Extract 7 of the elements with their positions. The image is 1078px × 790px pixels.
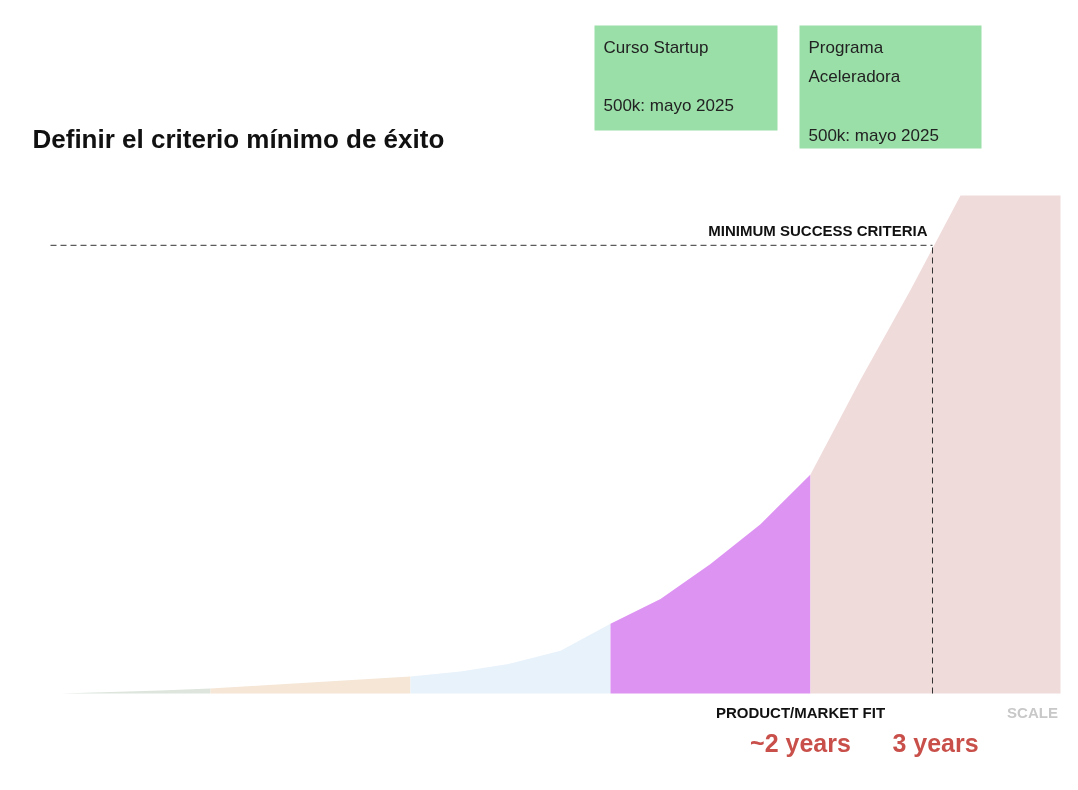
chart-title: Definir el criterio mínimo de éxito: [32, 123, 445, 154]
text: Programa Aceleradora 500k: mayo 2025: [808, 37, 939, 145]
text: 3 years: [892, 728, 979, 757]
text: PRODUCT/MARKET FIT: [715, 704, 886, 721]
text: ~2 years: [750, 728, 851, 757]
text: Curso Startup 500k: mayo 2025: [603, 37, 734, 116]
ref-line-label: MINIMUM SUCCESS CRITERIA: [708, 221, 928, 239]
